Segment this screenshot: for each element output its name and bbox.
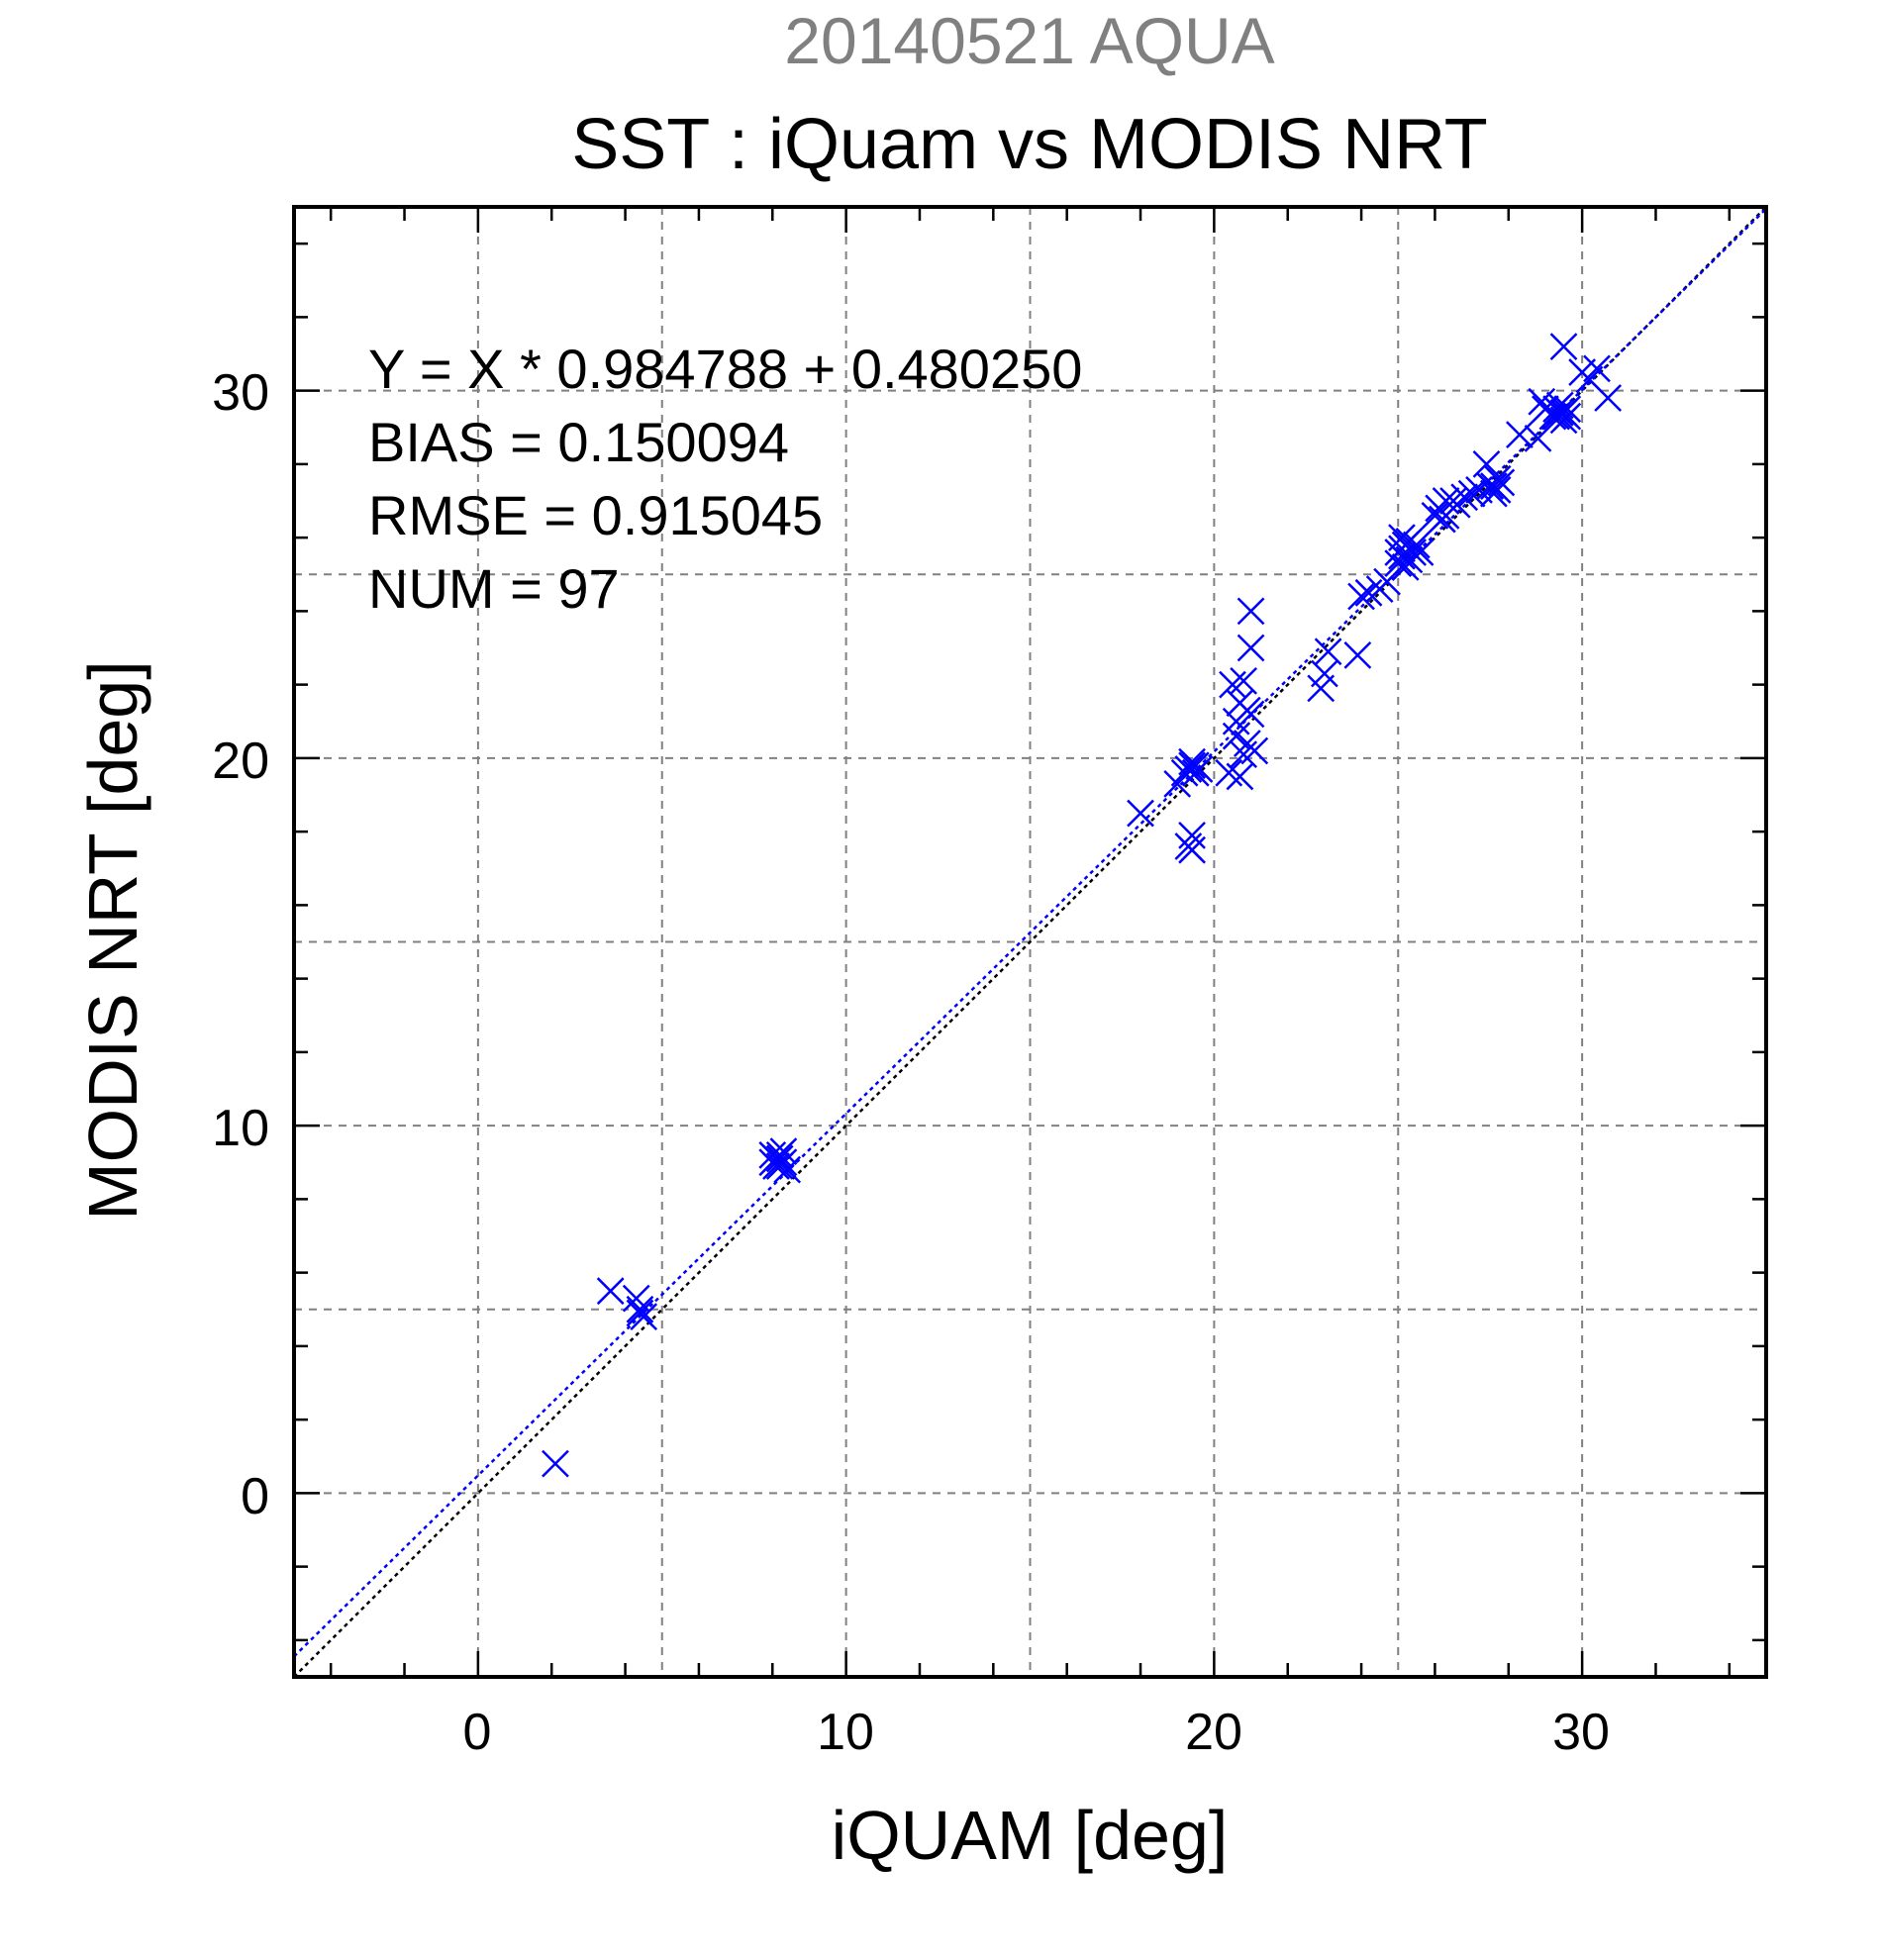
bias-value: BIAS = 0.150094	[368, 411, 789, 473]
data-point	[1402, 531, 1431, 559]
x-tick-label-10: 10	[817, 1704, 874, 1761]
reference-lines	[293, 206, 1767, 1678]
data-point	[769, 1137, 798, 1165]
x-tick-label-30: 30	[1552, 1704, 1610, 1761]
sample-count: NUM = 97	[368, 557, 620, 620]
x-axis-label: iQUAM [deg]	[832, 1797, 1229, 1874]
y-tick-label-30: 30	[212, 364, 269, 422]
data-point	[1428, 505, 1456, 534]
data-point	[1230, 667, 1257, 695]
data-point	[1178, 821, 1206, 849]
data-point	[1545, 391, 1574, 420]
data-point	[1399, 539, 1428, 566]
data-point	[1230, 740, 1257, 769]
data-point	[1170, 758, 1199, 787]
chart-date-title: 20140521 AQUA	[784, 4, 1274, 77]
regression-fit-line	[293, 208, 1767, 1658]
data-point	[1524, 425, 1552, 452]
chart-title: SST : iQuam vs MODIS NRT	[571, 105, 1488, 184]
y-tick-label-10: 10	[212, 1100, 269, 1157]
plot-frame	[292, 205, 1768, 1679]
data-point	[542, 1449, 569, 1478]
data-point	[1240, 736, 1269, 765]
data-points	[542, 333, 1623, 1478]
data-point	[1237, 700, 1265, 729]
data-point	[1219, 670, 1246, 699]
regression-equation: Y = X * 0.984788 + 0.480250	[368, 338, 1082, 400]
y-tick-label-20: 20	[212, 733, 269, 790]
data-point	[630, 1303, 658, 1331]
data-point	[1583, 354, 1611, 383]
data-point	[1421, 501, 1449, 530]
y-axis-label: MODIS NRT [deg]	[74, 660, 151, 1220]
data-point	[1506, 421, 1534, 449]
data-point	[1450, 483, 1479, 512]
data-point	[1542, 402, 1570, 431]
data-point	[765, 1144, 794, 1173]
data-point	[626, 1295, 654, 1323]
data-point	[762, 1152, 790, 1180]
data-point	[1347, 582, 1375, 611]
data-point	[1549, 399, 1578, 427]
data-point	[1483, 464, 1512, 493]
data-point	[1391, 552, 1420, 581]
y-tick-label-0: 0	[241, 1468, 269, 1525]
rmse-value: RMSE = 0.915045	[368, 484, 823, 546]
data-point	[596, 1277, 625, 1306]
data-point	[1384, 539, 1413, 566]
data-point	[1237, 634, 1265, 662]
axis-ticks	[294, 207, 1766, 1677]
data-point	[1343, 641, 1372, 669]
x-tick-label-20: 20	[1185, 1704, 1242, 1761]
identity-line	[293, 206, 1767, 1678]
data-point	[758, 1140, 787, 1169]
data-point	[1594, 384, 1623, 412]
data-point	[1215, 758, 1243, 787]
x-tick-label-0: 0	[463, 1704, 492, 1761]
data-point	[1222, 722, 1250, 750]
data-point	[1354, 578, 1383, 607]
data-point	[1237, 597, 1265, 626]
data-point	[1373, 567, 1401, 596]
data-point	[1549, 333, 1578, 360]
data-point	[1174, 833, 1203, 860]
data-point	[1314, 637, 1342, 666]
data-point	[1432, 487, 1460, 515]
data-point	[1457, 479, 1486, 508]
data-point	[1127, 799, 1154, 828]
